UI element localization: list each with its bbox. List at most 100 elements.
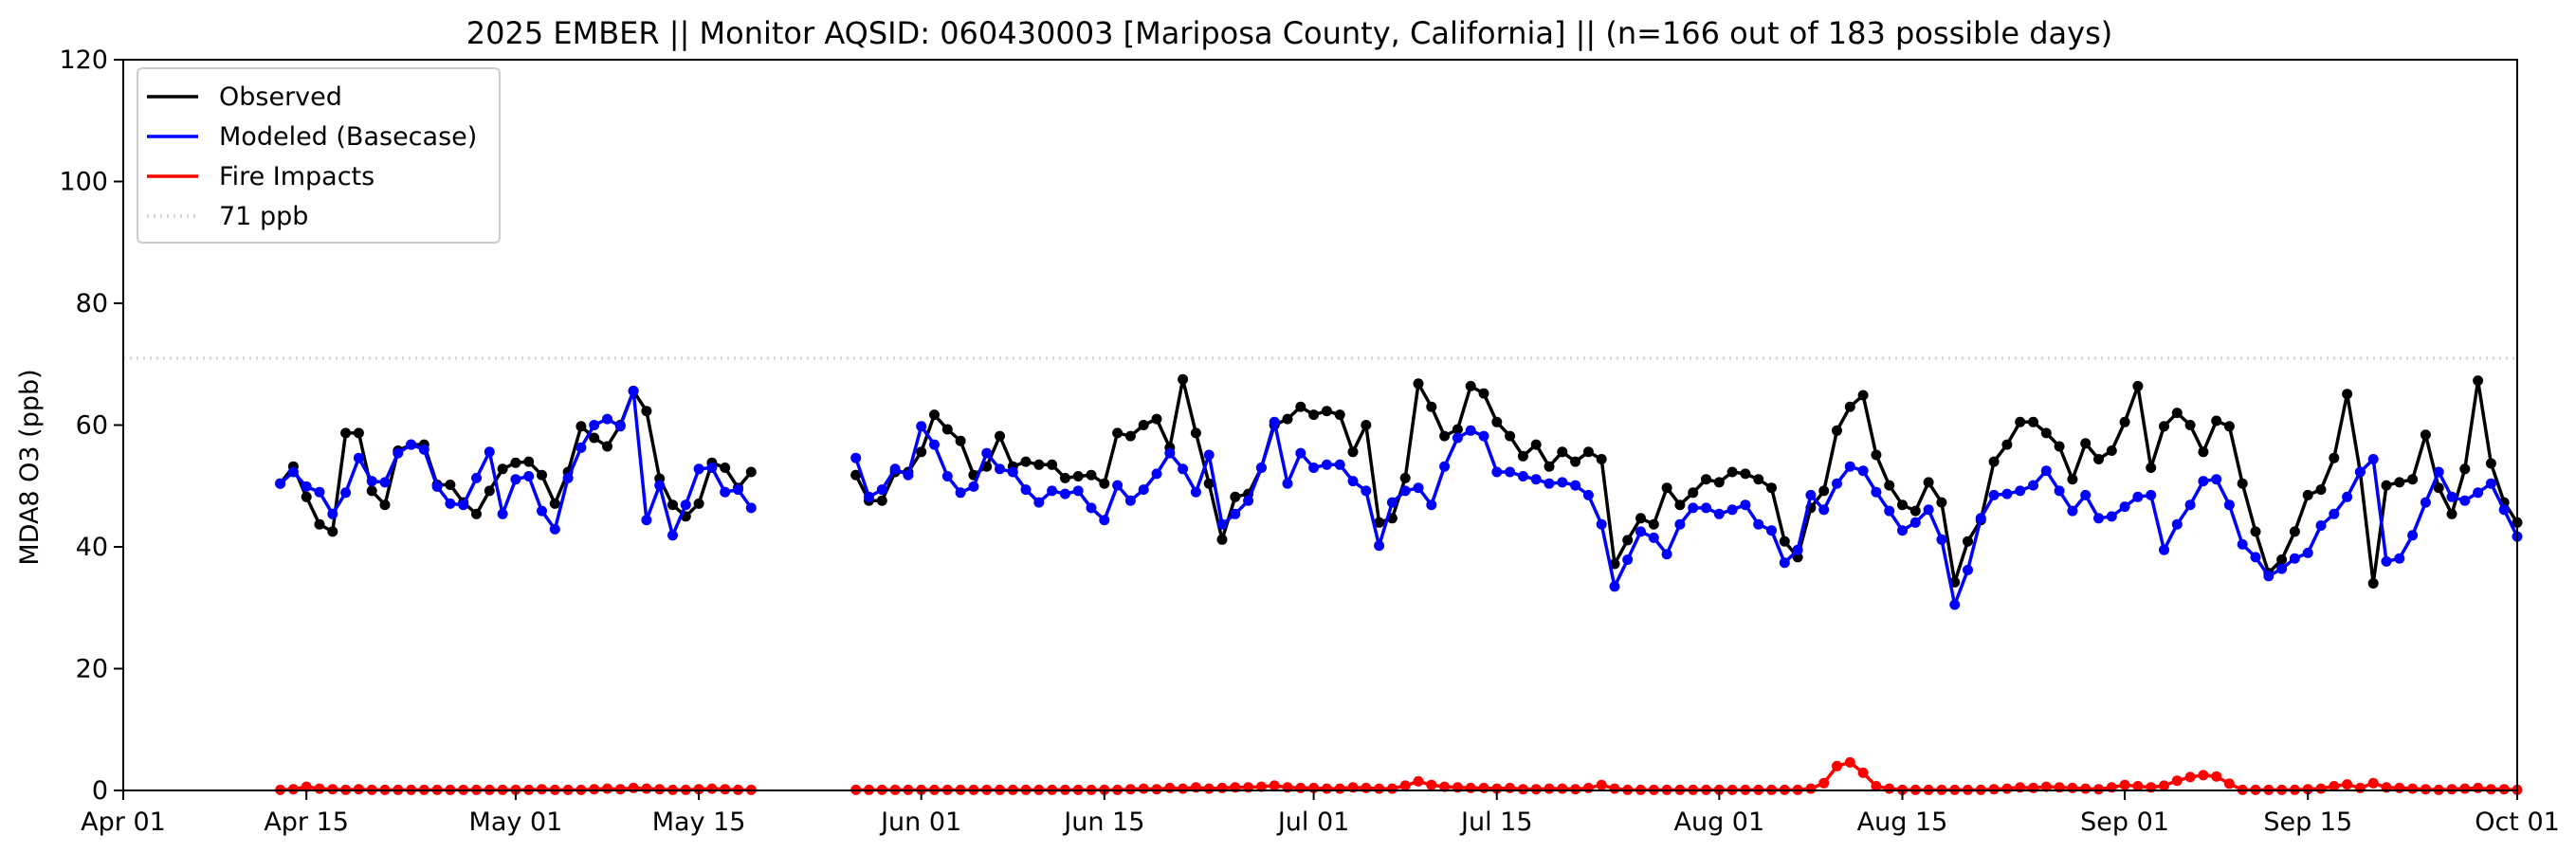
data-point-modeled-basecase — [1635, 526, 1646, 537]
legend-label: 71 ppb — [219, 202, 308, 231]
data-point-modeled-basecase — [1713, 508, 1725, 519]
data-point-observed — [1308, 409, 1320, 421]
data-point-modeled-basecase — [995, 463, 1005, 475]
data-point-observed — [1857, 390, 1869, 401]
data-point-observed — [1138, 420, 1149, 430]
data-point-modeled-basecase — [2342, 491, 2353, 502]
data-point-modeled-basecase — [2237, 538, 2248, 550]
x-tick-label: Jun 01 — [879, 808, 961, 837]
data-point-fire-impacts — [2080, 783, 2092, 794]
data-point-fire-impacts — [1884, 783, 1895, 794]
data-point-fire-impacts — [1478, 782, 1489, 793]
data-point-modeled-basecase — [1609, 581, 1620, 592]
legend-label: Modeled (Basecase) — [219, 122, 477, 152]
data-point-modeled-basecase — [2433, 466, 2444, 478]
data-point-modeled-basecase — [366, 476, 377, 487]
data-point-modeled-basecase — [2381, 555, 2392, 567]
data-point-fire-impacts — [1609, 783, 1620, 794]
data-point-fire-impacts — [693, 784, 704, 795]
data-point-modeled-basecase — [1753, 518, 1764, 530]
data-point-modeled-basecase — [2315, 520, 2327, 531]
data-point-modeled-basecase — [1491, 466, 1503, 478]
data-point-modeled-basecase — [1230, 508, 1241, 519]
series-fire-impacts — [275, 756, 2523, 795]
data-point-observed — [1112, 427, 1124, 439]
data-point-modeled-basecase — [1949, 599, 1961, 610]
x-tick-label: May 15 — [652, 808, 746, 837]
data-point-modeled-basecase — [418, 444, 429, 455]
data-point-modeled-basecase — [1779, 557, 1790, 569]
data-point-modeled-basecase — [1988, 489, 2000, 500]
data-point-observed — [745, 466, 757, 478]
data-point-modeled-basecase — [1582, 489, 1594, 500]
x-tick-label: May 01 — [469, 808, 563, 837]
y-axis-label: MDA8 O3 (ppb) — [15, 369, 45, 565]
data-point-fire-impacts — [1255, 781, 1267, 792]
data-point-modeled-basecase — [1164, 447, 1176, 459]
data-point-observed — [471, 508, 482, 519]
x-tick-label: Apr 15 — [264, 808, 349, 837]
data-point-modeled-basecase — [968, 481, 979, 492]
data-point-observed — [1818, 485, 1830, 497]
data-point-fire-impacts — [2342, 779, 2353, 790]
data-point-observed — [2119, 416, 2130, 427]
data-point-fire-impacts — [2473, 782, 2484, 793]
legend-box — [137, 67, 501, 244]
data-point-modeled-basecase — [1439, 461, 1451, 472]
data-point-observed — [916, 446, 927, 458]
x-tick-label: Jul 01 — [1276, 808, 1350, 837]
data-point-modeled-basecase — [1086, 502, 1097, 514]
data-point-modeled-basecase — [1347, 476, 1359, 487]
data-point-modeled-basecase — [458, 499, 469, 511]
data-point-observed — [2420, 429, 2431, 441]
data-point-observed — [314, 518, 325, 530]
data-point-fire-impacts — [1321, 783, 1332, 794]
data-point-observed — [2446, 508, 2457, 519]
series-observed — [275, 373, 2523, 589]
data-point-fire-impacts — [1557, 783, 1568, 794]
data-point-modeled-basecase — [720, 486, 731, 498]
data-point-fire-impacts — [720, 784, 731, 795]
legend-label: Fire Impacts — [219, 162, 375, 191]
x-tick-label: Aug 15 — [1857, 808, 1948, 837]
data-point-modeled-basecase — [1844, 461, 1855, 472]
data-point-modeled-basecase — [2329, 508, 2340, 519]
data-point-observed — [1347, 446, 1359, 458]
data-point-fire-impacts — [2367, 777, 2379, 789]
data-point-modeled-basecase — [2054, 485, 2065, 497]
data-point-observed — [445, 480, 456, 490]
data-point-fire-impacts — [2354, 782, 2366, 793]
data-point-fire-impacts — [614, 784, 626, 795]
data-point-modeled-basecase — [589, 420, 600, 430]
data-point-observed — [1020, 456, 1032, 467]
y-tick-label: 40 — [76, 533, 108, 562]
data-point-observed — [549, 498, 560, 509]
data-point-fire-impacts — [1988, 784, 2000, 795]
data-point-observed — [2433, 482, 2444, 494]
data-point-observed — [1766, 482, 1777, 494]
data-point-observed — [1909, 505, 1921, 517]
data-point-observed — [1190, 427, 1201, 439]
data-point-fire-impacts — [2407, 783, 2419, 794]
data-point-modeled-basecase — [510, 474, 521, 485]
data-point-modeled-basecase — [2067, 505, 2078, 517]
data-point-modeled-basecase — [667, 530, 678, 541]
data-point-observed — [1439, 430, 1451, 442]
data-point-modeled-basecase — [981, 447, 993, 459]
data-point-modeled-basecase — [1413, 482, 1424, 494]
y-tick-label: 60 — [76, 411, 108, 441]
data-point-fire-impacts — [2198, 770, 2209, 781]
data-point-fire-impacts — [641, 783, 652, 794]
data-point-fire-impacts — [1517, 784, 1528, 795]
data-point-observed — [1740, 468, 1751, 480]
series-layer — [275, 373, 2523, 795]
data-point-modeled-basecase — [1530, 474, 1542, 485]
data-point-modeled-basecase — [602, 413, 612, 425]
data-point-modeled-basecase — [497, 508, 508, 519]
data-point-modeled-basecase — [2407, 530, 2419, 541]
legend: Observed Modeled (Basecase) Fire Impacts 71… — [137, 67, 501, 244]
data-point-modeled-basecase — [1282, 478, 1293, 489]
data-point-modeled-basecase — [471, 472, 482, 483]
data-point-modeled-basecase — [2394, 553, 2405, 564]
data-point-fire-impacts — [2485, 784, 2496, 795]
